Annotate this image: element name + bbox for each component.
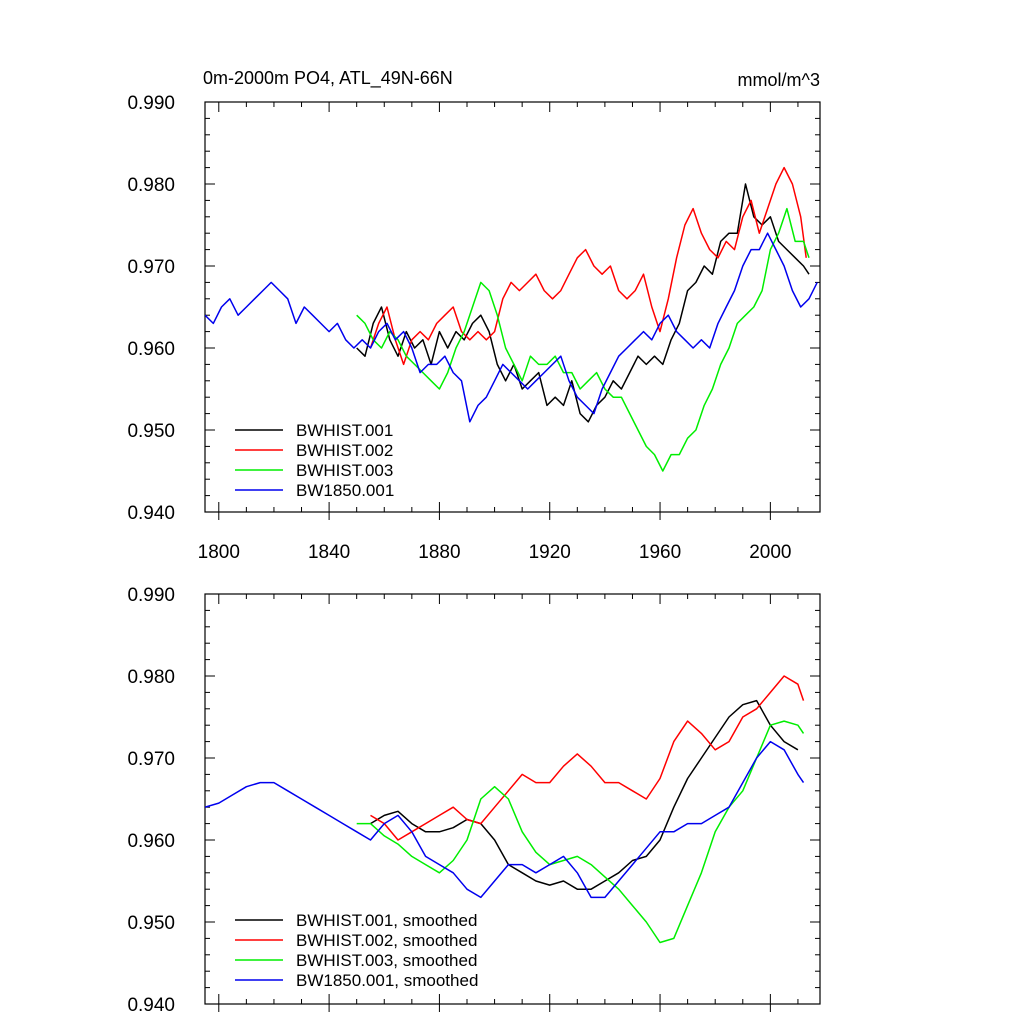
x-tick-label: 1840 xyxy=(308,542,350,563)
y-tick-label: 0.950 xyxy=(127,421,175,442)
legend-label: BWHIST.003, smoothed xyxy=(296,951,477,970)
y-tick-label: 0.940 xyxy=(127,995,175,1016)
series-line xyxy=(370,675,805,841)
top-chart-panel: 0m-2000m PO4, ATL_49N-66N mmol/m^3 1800 1… xyxy=(127,68,821,563)
legend-label: BWHIST.003 xyxy=(296,461,393,480)
plot-frame xyxy=(204,101,821,513)
y-tick-label: 0.970 xyxy=(127,257,175,278)
y-tick-label: 0.960 xyxy=(127,339,175,360)
legend-label: BWHIST.002 xyxy=(296,441,393,460)
plot-frame xyxy=(204,593,821,1005)
units-label: mmol/m^3 xyxy=(738,70,820,90)
y-tick-label: 0.980 xyxy=(127,667,175,688)
y-tick-label: 0.990 xyxy=(127,93,175,114)
y-tick-label: 0.970 xyxy=(127,749,175,770)
bottom-chart-panel: 0.940 0.950 0.960 0.970 0.980 0.990 BWHIST.001… xyxy=(127,585,821,1016)
x-tick-label: 2000 xyxy=(749,542,791,563)
y-tick-label: 0.980 xyxy=(127,175,175,196)
series-line xyxy=(356,720,805,944)
legend-label: BWHIST.001, smoothed xyxy=(296,911,477,930)
x-tick-label: 1920 xyxy=(529,542,571,563)
y-tick-label: 0.990 xyxy=(127,585,175,606)
series-line xyxy=(370,699,799,890)
legend-label: BW1850.001 xyxy=(296,481,394,500)
y-tick-label: 0.940 xyxy=(127,503,175,524)
series-line xyxy=(205,232,818,423)
chart-title: 0m-2000m PO4, ATL_49N-66N xyxy=(203,68,453,89)
series-line xyxy=(356,207,810,472)
y-tick-label: 0.950 xyxy=(127,913,175,934)
x-tick-label: 1800 xyxy=(198,542,240,563)
legend-label: BWHIST.002, smoothed xyxy=(296,931,477,950)
y-tick-label: 0.960 xyxy=(127,831,175,852)
legend-label: BWHIST.001 xyxy=(296,421,393,440)
series-line xyxy=(356,183,810,423)
legend-label: BW1850.001, smoothed xyxy=(296,971,478,990)
series-line xyxy=(369,166,807,366)
x-tick-label: 1960 xyxy=(639,542,681,563)
x-tick-label: 1880 xyxy=(418,542,460,563)
series-line xyxy=(205,740,805,899)
